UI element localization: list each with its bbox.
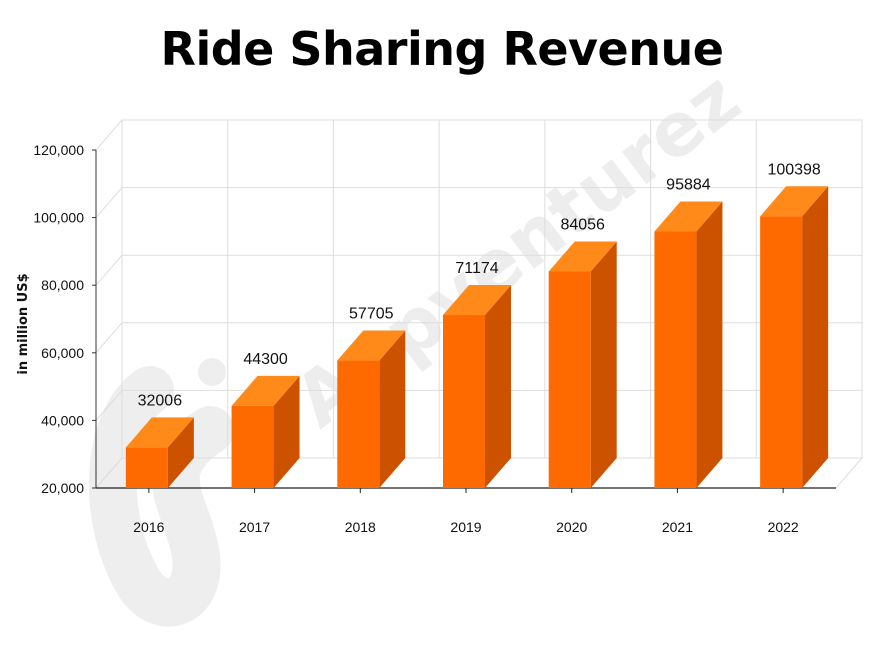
gridline-diagonal (95, 187, 123, 218)
x-tick-label: 2020 (556, 519, 587, 535)
bar (654, 231, 697, 488)
x-tick-label: 2022 (768, 519, 799, 535)
bar-side (379, 330, 406, 488)
y-tick-label: 120,000 (33, 142, 84, 158)
bar-top (443, 285, 511, 316)
bar-side (802, 186, 829, 488)
bar (548, 271, 591, 488)
bar-top (548, 241, 617, 272)
bar-side (696, 201, 723, 488)
bar (337, 360, 380, 488)
chart-title: Ride Sharing Revenue (160, 22, 724, 76)
bar-top (231, 375, 300, 406)
gridline-diagonal (95, 322, 123, 354)
data-label: 95884 (666, 177, 711, 194)
bar (760, 216, 803, 488)
watermark-logo-shape (88, 366, 234, 627)
gridline-diagonal (95, 457, 123, 489)
y-tick-label: 20,000 (41, 480, 84, 496)
bar-side (167, 417, 194, 488)
bar (231, 405, 274, 488)
bar-side (590, 241, 617, 488)
bar-top (654, 201, 723, 232)
x-tick-label: 2017 (239, 519, 270, 535)
x-tick-label: 2016 (133, 519, 164, 535)
y-tick-label: 60,000 (41, 345, 84, 361)
x-tick-label: 2018 (345, 519, 376, 535)
bar-side (485, 285, 511, 488)
x-tick-label: 2021 (662, 519, 693, 535)
bar-top (125, 417, 194, 448)
y-tick-label: 40,000 (41, 412, 84, 428)
watermark-logo-dot (198, 358, 226, 386)
x-tick-label: 2019 (450, 519, 481, 535)
bar (125, 447, 168, 488)
data-label: 100398 (767, 161, 820, 178)
bar-top (760, 186, 829, 217)
data-label: 44300 (243, 351, 288, 368)
bar-top (337, 330, 406, 361)
bar-side (273, 375, 300, 488)
y-tick-label: 80,000 (41, 277, 84, 293)
gridline-diagonal (95, 254, 123, 286)
data-label: 57705 (349, 306, 394, 323)
data-label: 71174 (455, 260, 498, 277)
data-label: 32006 (138, 392, 183, 409)
gridline-diagonal (95, 119, 123, 151)
y-tick-label: 100,000 (33, 210, 84, 226)
data-label: 84056 (560, 216, 605, 233)
bar (443, 315, 485, 488)
y-axis-title: in million US$ (16, 273, 31, 374)
gridline-diagonal (95, 390, 123, 421)
